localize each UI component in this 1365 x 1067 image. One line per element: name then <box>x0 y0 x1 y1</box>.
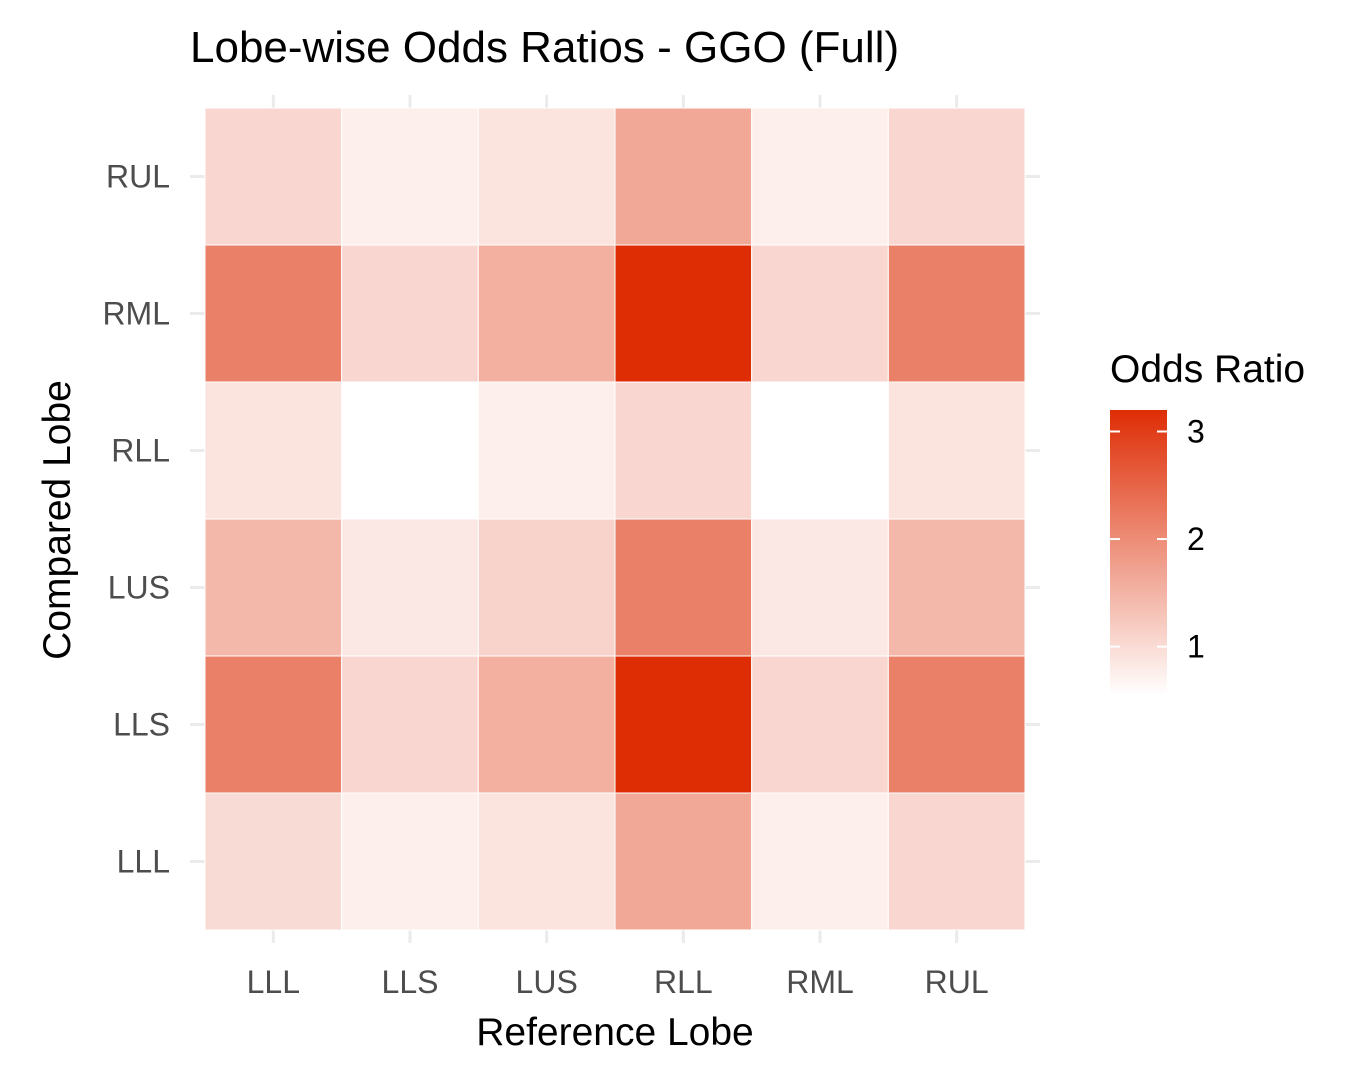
legend-ticks: 1 2 3 <box>1110 414 1205 665</box>
x-tick-label: RLL <box>654 964 713 1000</box>
heatmap-cell-lll-lll <box>204 792 343 931</box>
heatmap-cell-rll-rml <box>751 381 889 520</box>
heatmap-tiles <box>204 107 1026 931</box>
heatmap-cell-lls-lls <box>341 655 479 794</box>
heatmap-cell-lus-rll <box>614 518 753 657</box>
y-tick-label: LLL <box>117 844 170 880</box>
heatmap-cell-rml-lls <box>341 244 479 383</box>
heatmap-cell-rul-rml <box>751 107 889 246</box>
heatmap-cell-rml-lll <box>204 244 343 383</box>
y-tick-label: RUL <box>106 159 170 195</box>
heatmap-cell-rll-rll <box>614 381 753 520</box>
x-tick-label: LLS <box>382 964 439 1000</box>
legend-title: Odds Ratio <box>1110 348 1305 391</box>
heatmap-cell-rml-rll <box>614 244 753 383</box>
heatmap-cell-rul-rll <box>614 107 753 246</box>
heatmap-cell-lls-lll <box>204 655 343 794</box>
heatmap-cell-lus-rml <box>751 518 889 657</box>
x-axis-tick-labels: LLL LLS LUS RLL RML RUL <box>247 964 989 1000</box>
heatmap-cell-lls-rml <box>751 655 889 794</box>
x-tick-label: LUS <box>516 964 578 1000</box>
heatmap-cell-lus-lls <box>341 518 479 657</box>
heatmap-cell-rul-lus <box>477 107 616 246</box>
y-tick-label: LLS <box>113 707 170 743</box>
heatmap-cell-rul-lls <box>341 107 479 246</box>
legend-tick-label: 1 <box>1187 629 1205 665</box>
heatmap-cell-rml-rml <box>751 244 889 383</box>
heatmap-cell-rll-lus <box>477 381 616 520</box>
heatmap-cell-lls-rll <box>614 655 753 794</box>
heatmap-cell-lll-rml <box>751 792 889 931</box>
legend: Odds Ratio 1 2 3 <box>1110 348 1305 695</box>
heatmap-cell-rul-rul <box>887 107 1026 246</box>
y-tick-label: RML <box>102 296 170 332</box>
heatmap-cell-lll-lls <box>341 792 479 931</box>
heatmap-cell-rul-lll <box>204 107 343 246</box>
x-tick-label: RUL <box>925 964 989 1000</box>
legend-tick-label: 3 <box>1187 414 1205 450</box>
heatmap-cell-lll-lus <box>477 792 616 931</box>
heatmap-cell-rml-rul <box>887 244 1026 383</box>
legend-tick-label: 2 <box>1187 521 1205 557</box>
heatmap-cell-rll-lll <box>204 381 343 520</box>
heatmap-cell-rml-lus <box>477 244 616 383</box>
heatmap-cell-lls-rul <box>887 655 1026 794</box>
heatmap-cell-lll-rll <box>614 792 753 931</box>
heatmap-cell-lus-rul <box>887 518 1026 657</box>
x-axis-title: Reference Lobe <box>476 1011 754 1054</box>
y-axis-title: Compared Lobe <box>36 380 79 660</box>
heatmap-cell-lus-lll <box>204 518 343 657</box>
heatmap-cell-lus-lus <box>477 518 616 657</box>
y-tick-label: RLL <box>111 433 170 469</box>
heatmap-cell-lll-rul <box>887 792 1026 931</box>
x-tick-label: RML <box>786 964 854 1000</box>
y-axis-tick-labels: LLL LLS LUS RLL RML RUL <box>102 159 170 880</box>
heatmap-cell-lls-lus <box>477 655 616 794</box>
x-tick-label: LLL <box>247 964 300 1000</box>
legend-colorbar <box>1110 410 1167 695</box>
y-tick-label: LUS <box>108 570 170 606</box>
heatmap-cell-rll-lls <box>341 381 479 520</box>
heatmap-cell-rll-rul <box>887 381 1026 520</box>
chart-title: Lobe-wise Odds Ratios - GGO (Full) <box>190 23 899 72</box>
